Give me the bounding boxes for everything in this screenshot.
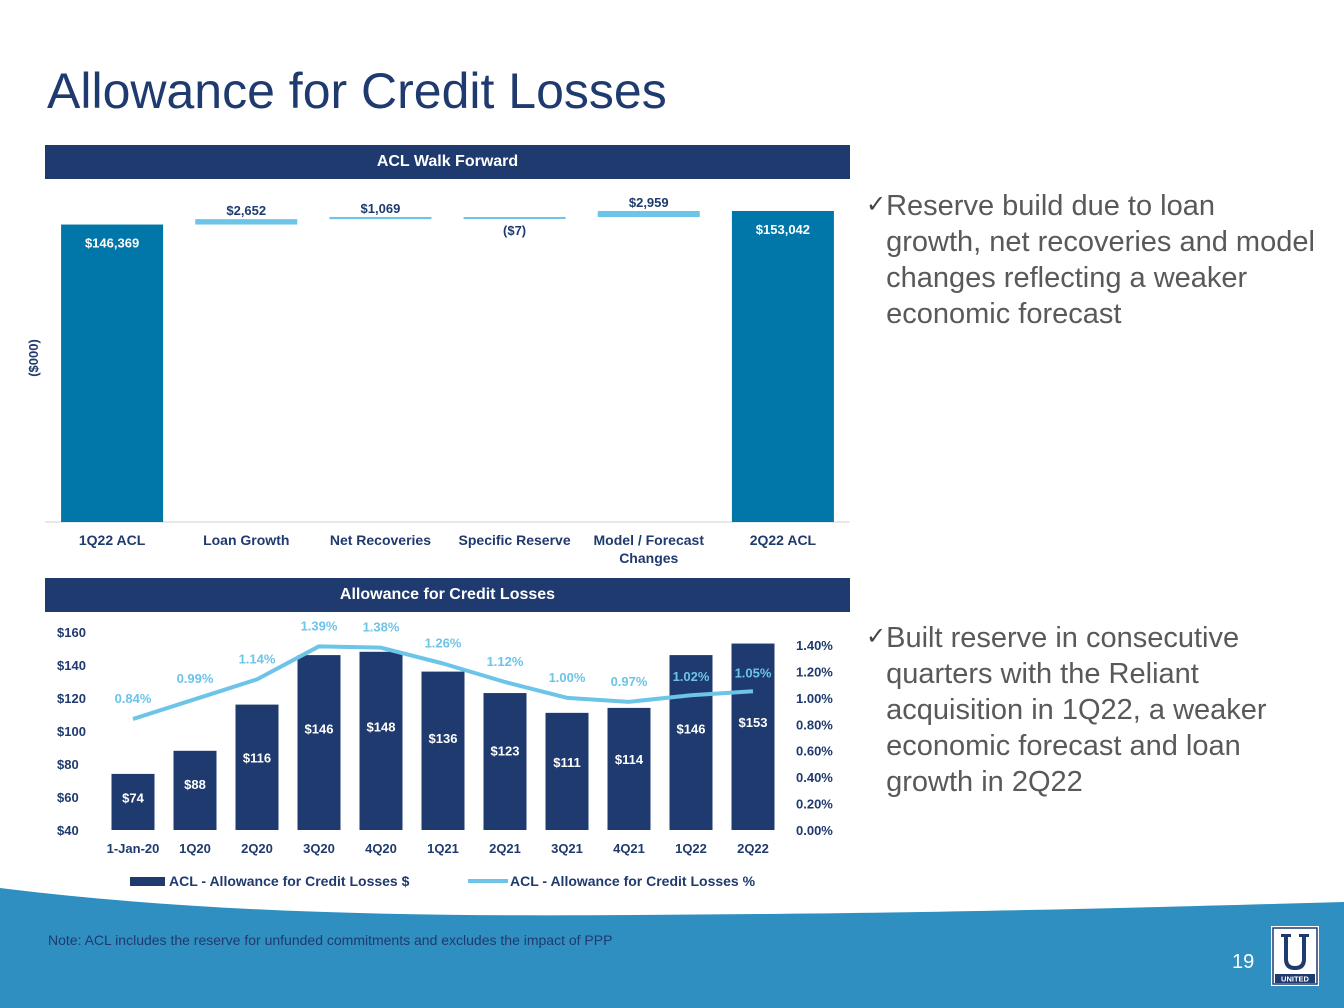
line-data-label: 1.05% (735, 665, 772, 680)
category-label: 1Q20 (179, 841, 211, 856)
bar-data-label: $146 (677, 722, 706, 737)
category-label: 3Q20 (303, 841, 335, 856)
y-axis-tick-label: $40 (57, 823, 79, 838)
y-axis-tick-label: $120 (57, 691, 86, 706)
bar (607, 707, 651, 830)
bar-data-label: $153 (739, 715, 768, 730)
y-axis-tick-label: $60 (57, 790, 79, 805)
waterfall-bar (597, 210, 700, 217)
bar (483, 693, 527, 830)
category-label: 2Q22 (737, 841, 769, 856)
y2-axis-tick-label: 0.00% (796, 823, 833, 838)
bullet-text: Built reserve in consecutive quarters wi… (886, 622, 1267, 798)
y2-axis-tick-label: 0.80% (796, 717, 833, 732)
category-label: 1Q22 ACL (79, 532, 146, 548)
bar-data-label: $74 (122, 790, 144, 805)
category-label: 4Q21 (613, 841, 645, 856)
legend-label-bars: ACL - Allowance for Credit Losses $ (169, 873, 410, 889)
y-axis-tick-label: $140 (57, 658, 86, 673)
legend-label-line: ACL - Allowance for Credit Losses % (510, 873, 756, 889)
bar-data-label: $114 (615, 752, 644, 767)
check-icon: ✓ (866, 190, 887, 218)
legend-swatch-bars (130, 877, 165, 886)
bar (669, 655, 713, 830)
united-logo: UNITED (1271, 926, 1319, 986)
y2-axis-tick-label: 0.40% (796, 770, 833, 785)
data-label: $153,042 (756, 222, 810, 237)
category-label: Net Recoveries (330, 532, 431, 548)
line-data-label: 1.26% (425, 636, 462, 651)
line-data-label: 1.02% (673, 669, 710, 684)
acl-quarterly-chart: $40 $60 $80 $100 $120 $140 $160 0.00% 0.20% 0.40%… (57, 618, 833, 889)
acl-quarterly-header: Allowance for Credit Losses (45, 578, 850, 612)
bar (421, 671, 465, 830)
category-label: 3Q21 (551, 841, 583, 856)
bar (235, 704, 279, 830)
data-label: $2,959 (629, 195, 669, 210)
line-data-label: 1.12% (487, 654, 524, 669)
bar-data-label: $136 (429, 731, 458, 746)
category-label: 2Q22 ACL (750, 532, 817, 548)
acl-walk-forward-chart: ($000) $146,369 1Q22 ACL $2,652 Loan Growth $… (26, 195, 850, 566)
category-label: Specific Reserve (459, 532, 571, 548)
line-data-label: 1.00% (549, 670, 586, 685)
line-data-label: 1.39% (301, 618, 338, 633)
data-label: $146,369 (85, 236, 139, 251)
bullet-text: Reserve build due to loan growth, net re… (886, 190, 1315, 330)
data-label: $2,652 (226, 203, 266, 218)
bar (731, 643, 775, 830)
y-axis-label: ($000) (26, 339, 41, 377)
bar (173, 750, 217, 830)
y2-axis-tick-label: 1.20% (796, 664, 833, 679)
data-label: $1,069 (361, 201, 401, 216)
bar-data-label: $148 (367, 720, 396, 735)
data-label: ($7) (503, 223, 526, 238)
category-label: 2Q20 (241, 841, 273, 856)
y2-axis-tick-label: 0.20% (796, 797, 833, 812)
footer-band (0, 888, 1344, 1008)
waterfall-bar (61, 224, 164, 523)
slide-title: Allowance for Credit Losses (47, 63, 667, 119)
y-axis-tick-label: $100 (57, 724, 86, 739)
bar-data-label: $146 (305, 722, 334, 737)
line-data-label: 0.84% (115, 691, 152, 706)
acl-walk-forward-header: ACL Walk Forward (45, 145, 850, 179)
logo-text: UNITED (1281, 975, 1310, 984)
category-label: Loan Growth (203, 532, 289, 548)
bar-data-label: $116 (243, 750, 271, 765)
category-label: 1Q22 (675, 841, 707, 856)
category-label: Model / Forecast Changes (594, 532, 705, 566)
y-axis-tick-label: $160 (57, 625, 86, 640)
category-label: 1Q21 (427, 841, 459, 856)
bar-data-label: $88 (184, 777, 206, 792)
bar-data-label: $111 (553, 755, 581, 770)
bar (359, 651, 403, 830)
bar-data-label: $123 (491, 744, 520, 759)
waterfall-bar (195, 219, 298, 225)
bar (297, 655, 341, 830)
line-data-label: 0.97% (611, 674, 648, 689)
y2-axis-tick-label: 0.60% (796, 744, 833, 759)
bar (111, 773, 155, 830)
category-label: 4Q20 (365, 841, 397, 856)
category-label: 1-Jan-20 (107, 841, 160, 856)
category-label: 2Q21 (489, 841, 521, 856)
bullet-consecutive-quarters: ✓ Built reserve in consecutive quarters … (866, 620, 1316, 800)
line-data-label: 1.38% (363, 620, 400, 635)
y2-axis-tick-label: 1.00% (796, 691, 833, 706)
line-data-label: 1.14% (239, 651, 276, 666)
page-number: 19 (1232, 951, 1255, 973)
footnote: Note: ACL includes the reserve for unfun… (48, 932, 613, 948)
bar (545, 712, 589, 830)
bullet-reserve-build: ✓ Reserve build due to loan growth, net … (866, 188, 1316, 332)
waterfall-bar (731, 210, 834, 522)
check-icon: ✓ (866, 622, 887, 650)
y2-axis-tick-label: 1.40% (796, 638, 833, 653)
line-data-label: 0.99% (177, 671, 214, 686)
waterfall-bar (463, 216, 566, 219)
waterfall-bar (329, 216, 432, 220)
y-axis-tick-label: $80 (57, 757, 79, 772)
percent-line (132, 644, 754, 721)
